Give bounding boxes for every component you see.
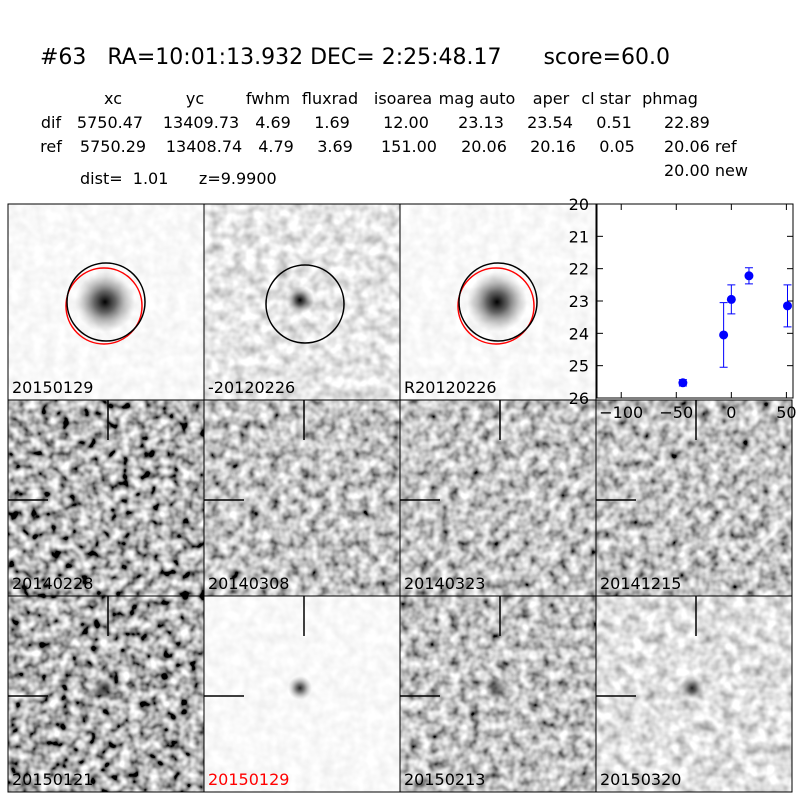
image-panel: 20140323	[399, 399, 597, 597]
panel-label: 20140323	[404, 574, 485, 593]
y-tick-label: 24	[569, 324, 589, 343]
aperture-red	[457, 267, 535, 345]
panel-label: 20141215	[600, 574, 681, 593]
x-tick-label: −50	[659, 403, 693, 422]
image-panel: 20150129	[203, 595, 401, 793]
column-header: cl star	[581, 89, 631, 108]
row-label: ref	[40, 137, 62, 156]
column-header: fluxrad	[302, 89, 358, 108]
table-cell: 23.13	[458, 113, 504, 132]
info: dist= 1.01 z=9.9900	[80, 169, 277, 188]
image	[204, 400, 400, 596]
table-cell: 20.16	[530, 137, 576, 156]
y-tick-label: 23	[569, 292, 589, 311]
point	[782, 301, 792, 311]
source	[484, 676, 508, 700]
image-panel: 20140228	[7, 399, 205, 597]
title: #63 RA=10:01:13.932 DEC= 2:25:48.17 scor…	[40, 45, 670, 70]
table-cell: 0.51	[596, 113, 632, 132]
point	[678, 378, 688, 388]
source	[97, 492, 113, 508]
panel-label: 20140228	[12, 574, 93, 593]
x-tick-label: −100	[599, 403, 643, 422]
column-header: mag auto	[439, 89, 516, 108]
table-cell: 23.54	[527, 113, 573, 132]
panel-label: 20150213	[404, 770, 485, 789]
panels: 20150129 -20120226 R20120226 20140228 201403…	[7, 203, 793, 793]
panel-label: 20150121	[12, 770, 93, 789]
image-panel: -20120226	[203, 203, 401, 401]
image-panel: 20141215	[595, 399, 793, 597]
row-label: dif	[41, 113, 62, 132]
table: xc yc fwhm fluxrad isoarea mag auto aper cl sta…	[40, 89, 737, 156]
table-cell: 3.69	[317, 137, 353, 156]
y-tick-label: 20	[569, 195, 589, 214]
chart: 20 21 22 23 24 25 26 −100 −50 0 50	[569, 195, 797, 422]
panel-label: -20120226	[208, 378, 295, 397]
image-panel: 20150213	[399, 595, 597, 793]
table-cell: 13408.74	[166, 137, 242, 156]
table-cell: 151.00	[381, 137, 437, 156]
column-header: xc	[104, 89, 122, 108]
image-panel: 20150320	[595, 595, 793, 793]
y-tick-label: 21	[569, 227, 589, 246]
column-header: aper	[533, 89, 570, 108]
panel-label: 20140308	[208, 574, 289, 593]
source	[92, 676, 116, 700]
image-panel: 20150121	[7, 595, 205, 793]
source	[680, 676, 704, 700]
image-panel: 20150129	[7, 203, 205, 401]
source	[467, 272, 527, 332]
x-tick-label: 0	[726, 403, 736, 422]
y-tick-label: 22	[569, 260, 589, 279]
y-tick-label: 25	[569, 357, 589, 376]
panel-label: 20150320	[600, 770, 681, 789]
aperture	[265, 264, 345, 344]
table-cell: 4.79	[258, 137, 294, 156]
point	[744, 271, 754, 281]
table-cell: 5750.29	[80, 137, 146, 156]
aperture	[66, 262, 146, 342]
source	[286, 286, 314, 314]
table-cell: 13409.73	[163, 113, 239, 132]
y-tick-label: 26	[569, 389, 589, 408]
image-panel: 20140308	[203, 399, 401, 597]
table-cell: 22.89	[664, 113, 710, 132]
x-tick-label: 50	[776, 403, 796, 422]
panel-label: 20150129	[12, 378, 93, 397]
point	[719, 330, 729, 340]
aperture-red	[65, 267, 143, 345]
table-cell: 1.69	[314, 113, 350, 132]
plot-frame	[596, 203, 794, 399]
image	[596, 400, 792, 596]
table-cell: 20.06 ref	[664, 137, 737, 156]
image	[400, 400, 596, 596]
table-cell: 20.06	[461, 137, 507, 156]
point	[726, 294, 736, 304]
column-header: isoarea	[374, 89, 432, 108]
source	[288, 676, 312, 700]
table-cell: 0.05	[599, 137, 635, 156]
panel-frame	[595, 595, 793, 793]
source	[75, 272, 135, 332]
column-header: yc	[186, 89, 204, 108]
column-header: phmag	[642, 89, 698, 108]
panel-label: R20120226	[404, 378, 497, 397]
table-cell: 12.00	[383, 113, 429, 132]
column-header: fwhm	[246, 89, 290, 108]
panel-label: 20150129	[208, 770, 289, 789]
aperture	[458, 262, 538, 342]
table-extra: 20.00 new	[664, 161, 748, 180]
image-panel: R20120226	[399, 203, 597, 401]
table-cell: 5750.47	[77, 113, 143, 132]
plot-area	[597, 204, 793, 398]
table-cell: 4.69	[255, 113, 291, 132]
